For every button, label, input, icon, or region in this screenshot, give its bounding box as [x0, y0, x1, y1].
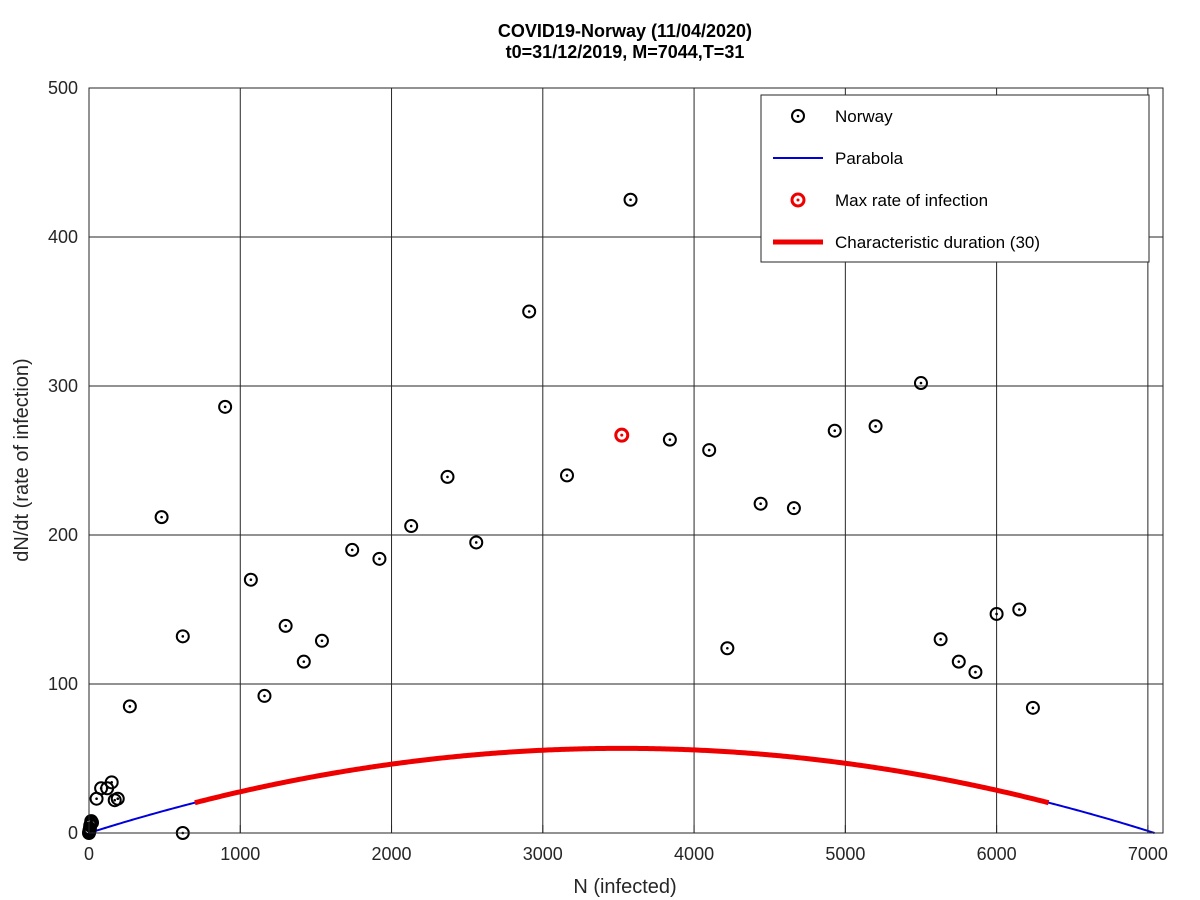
data-point	[104, 775, 119, 790]
data-point	[753, 496, 768, 511]
data-point	[372, 551, 387, 566]
characteristic-duration-line	[194, 745, 1050, 806]
y-tick-label: 500	[48, 78, 78, 98]
data-point	[786, 501, 801, 516]
data-point	[868, 419, 883, 434]
data-point	[296, 654, 311, 669]
chart-title: COVID19-Norway (11/04/2020)	[498, 21, 752, 41]
y-tick-label: 0	[68, 823, 78, 843]
ticks: 0 1000 2000 3000 4000 5000 6000 7000 0 100 200 300 4…	[48, 78, 1168, 864]
data-point	[913, 376, 928, 391]
legend-label: Max rate of infection	[835, 191, 988, 210]
data-point	[933, 632, 948, 647]
x-tick-label: 3000	[523, 844, 563, 864]
y-axis-label: dN/dt (rate of infection)	[11, 358, 33, 561]
legend-label: Norway	[835, 107, 893, 126]
data-point	[522, 304, 537, 319]
legend-item: Norway	[791, 107, 893, 126]
data-point	[989, 606, 1004, 621]
data-point	[85, 815, 100, 830]
y-tick-label: 400	[48, 227, 78, 247]
data-point	[154, 510, 169, 525]
x-tick-label: 7000	[1128, 844, 1168, 864]
data-point	[243, 572, 258, 587]
legend-label: Characteristic duration (30)	[835, 233, 1040, 252]
data-point	[404, 519, 419, 534]
data-point	[702, 443, 717, 458]
data-point	[662, 432, 677, 447]
y-tick-label: 300	[48, 376, 78, 396]
x-tick-label: 1000	[220, 844, 260, 864]
y-tick-label: 200	[48, 525, 78, 545]
x-tick-label: 6000	[977, 844, 1017, 864]
y-tick-label: 100	[48, 674, 78, 694]
plot-frame	[88, 87, 1164, 834]
legend-item: Characteristic duration (30)	[773, 233, 1040, 252]
data-point	[110, 791, 125, 806]
data-point	[1012, 602, 1027, 617]
data-point	[175, 629, 190, 644]
data-point	[278, 618, 293, 633]
plot-area	[82, 192, 1155, 840]
data-point	[827, 423, 842, 438]
data-point	[469, 535, 484, 550]
data-point	[951, 654, 966, 669]
data-point	[345, 542, 360, 557]
x-tick-label: 4000	[674, 844, 714, 864]
legend-item: Parabola	[773, 149, 904, 168]
max-rate-point	[614, 427, 630, 443]
data-point	[218, 399, 233, 414]
x-tick-label: 5000	[825, 844, 865, 864]
legend: Norway Parabola Max rate of infection Chara…	[760, 94, 1150, 263]
legend-marker-icon	[790, 192, 806, 208]
x-axis-label: N (infected)	[573, 876, 676, 898]
legend-label: Parabola	[835, 149, 904, 168]
x-tick-label: 0	[84, 844, 94, 864]
data-point	[1025, 700, 1040, 715]
legend-marker-icon	[791, 109, 805, 123]
data-point	[623, 192, 638, 207]
data-point	[968, 665, 983, 680]
data-point	[257, 688, 272, 703]
chart-subtitle: t0=31/12/2019, M=7044,T=31	[506, 42, 745, 62]
data-point	[560, 468, 575, 483]
legend-item: Max rate of infection	[790, 191, 988, 210]
data-point	[440, 469, 455, 484]
x-tick-label: 2000	[372, 844, 412, 864]
data-point	[314, 633, 329, 648]
legend-box	[760, 94, 1150, 263]
data-point	[122, 699, 137, 714]
data-point	[720, 641, 735, 656]
